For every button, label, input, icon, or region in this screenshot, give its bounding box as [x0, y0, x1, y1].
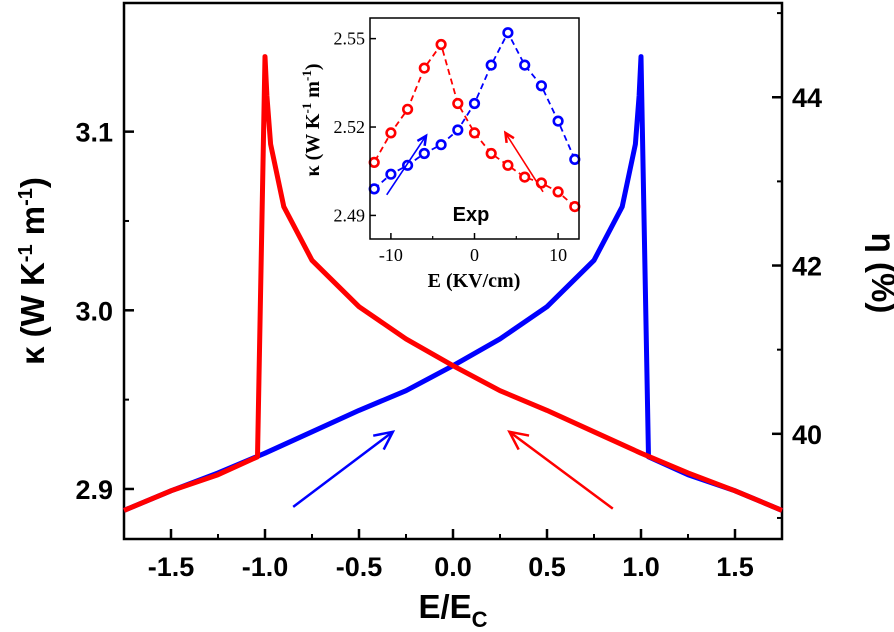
inset-reverse-point [468, 127, 481, 139]
inset-forward-point [569, 153, 581, 165]
inset-forward-arrow [386, 135, 427, 196]
inset-y-axis-title: κ (W K-1 m-1) [299, 64, 324, 177]
inset-y-tick-label: 2.52 [334, 117, 366, 137]
inset-y-tick-label: 2.49 [334, 205, 366, 225]
y-tick-label: 2.9 [75, 475, 113, 505]
y2-axis-title: η (%) [865, 233, 894, 314]
inset-reverse-point [452, 97, 464, 110]
inset-x-tick-label: 0 [470, 245, 479, 265]
y-tick-label: 3.1 [75, 118, 113, 148]
inset-forward-arrow-head [416, 133, 428, 146]
forward-arrow-head [372, 430, 396, 451]
inset-x-axis-title: E (KV/cm) [428, 270, 521, 292]
reverse-sweep-line [123, 54, 783, 513]
inset-y-tick-label: 2.55 [334, 29, 366, 49]
x-tick-label: -1.5 [148, 552, 195, 582]
y-axis-title: κ (W K-1 m-1) [14, 177, 51, 365]
inset-forward-point [435, 139, 447, 151]
reverse-arrow-head [507, 430, 530, 451]
x-tick-label: 1.5 [716, 552, 754, 582]
y2-tick-label: 40 [792, 420, 822, 450]
y-tick-label: 3.0 [75, 296, 113, 326]
inset-reverse-point [552, 186, 564, 198]
inset-forward-point [368, 183, 380, 195]
inset-forward-point [535, 80, 548, 92]
inset-reverse-point [402, 103, 414, 115]
x-axis-title: E/EC [418, 588, 487, 632]
inset-forward-point [385, 168, 397, 180]
inset-forward-point [552, 115, 564, 127]
inset-reverse-point [435, 38, 447, 51]
x-tick-label: 0.0 [434, 552, 472, 582]
y2-tick-label: 44 [792, 83, 822, 113]
inset-reverse-point [418, 62, 430, 74]
inset-reverse-point [485, 147, 497, 160]
inset-reverse-point [502, 159, 514, 171]
forward-arrow [292, 430, 394, 508]
inset-forward-point [485, 59, 497, 71]
x-tick-label: -0.5 [336, 552, 383, 582]
x-tick-label: 0.5 [528, 552, 566, 582]
inset-forward-point [418, 147, 430, 160]
inset-forward-point [468, 97, 481, 110]
inset-reverse-point [569, 201, 581, 213]
inset-reverse-point [368, 156, 380, 168]
x-tick-label: -1.0 [242, 552, 289, 582]
reverse-arrow [508, 430, 614, 510]
inset-forward-point [452, 124, 464, 136]
inset-reverse-point [385, 127, 397, 139]
inset-x-tick-label: 10 [549, 245, 567, 265]
inset-forward-point [502, 27, 514, 39]
x-tick-label: 1.0 [622, 552, 660, 582]
inset-x-tick-label: -10 [379, 245, 403, 265]
inset-reverse-arrow-head [503, 130, 515, 143]
inset-forward-point [519, 59, 531, 71]
y2-tick-label: 42 [792, 252, 822, 282]
inset-reverse-point [519, 171, 531, 183]
inset-title: Exp [453, 204, 490, 226]
inset-reverse-arrow [504, 132, 544, 193]
